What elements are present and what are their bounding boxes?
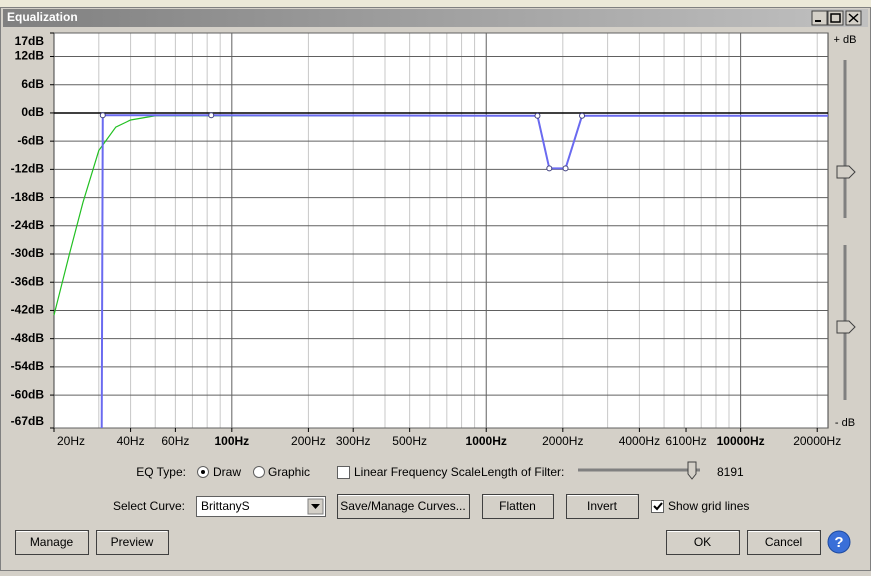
button[interactable] <box>666 530 740 555</box>
button-label: Save/Manage Curves... <box>340 499 465 513</box>
y-tick-label: -12dB <box>11 162 45 176</box>
y-tick-label: 12dB <box>15 49 45 63</box>
gain-min-slider[interactable] <box>836 320 856 334</box>
linear-scale-label: Linear Frequency Scale <box>354 465 481 479</box>
buttons: Save/Manage Curves... Flatten Invert Manage… <box>15 494 821 555</box>
button-label: Flatten <box>499 499 536 513</box>
y-tick-label: -18dB <box>11 190 45 204</box>
eq-type-label: EQ Type: <box>136 465 186 479</box>
button-label: OK <box>694 535 711 549</box>
curve-combo[interactable] <box>196 496 326 517</box>
y-tick-label: 0dB <box>21 105 44 119</box>
x-tick-label: 200Hz <box>291 434 326 448</box>
curves <box>53 112 828 429</box>
control-point[interactable] <box>208 112 215 119</box>
close-icon <box>848 13 859 23</box>
y-tick-label: 6dB <box>21 77 44 91</box>
x-tick-label: 6100Hz <box>665 434 706 448</box>
y-tick-label: -48dB <box>11 331 45 345</box>
help-label: ? <box>834 534 843 551</box>
control-point[interactable] <box>562 165 569 172</box>
y-tick-label: -24dB <box>11 218 45 232</box>
y-tick-label: -54dB <box>11 359 45 373</box>
check-mark <box>653 502 663 511</box>
gain-bottom-label: - dB <box>835 417 855 429</box>
control-point[interactable] <box>534 112 541 119</box>
y-tick-label: -30dB <box>11 246 45 260</box>
control-point[interactable] <box>579 112 586 119</box>
window-title: Equalization <box>7 10 78 24</box>
button-label: Manage <box>30 535 74 549</box>
control-point[interactable] <box>99 112 106 119</box>
x-tick-label: 60Hz <box>161 434 189 448</box>
y-tick-label: -36dB <box>11 274 45 288</box>
button[interactable] <box>566 494 639 519</box>
gain-top-label: + dB <box>834 34 857 46</box>
curve-name: BrittanyS <box>201 499 250 513</box>
help-button[interactable] <box>827 530 851 554</box>
grid <box>54 32 828 429</box>
y-tick-label: -60dB <box>11 387 45 401</box>
background-window <box>0 0 871 8</box>
y-tick-label: -67dB <box>11 414 45 428</box>
button[interactable] <box>337 494 470 519</box>
filter-length-label: Length of Filter: <box>481 465 564 479</box>
x-tick-label: 1000Hz <box>466 434 507 448</box>
title-buttons <box>811 10 862 26</box>
y-tick-label: 17dB <box>15 34 45 48</box>
x-tick-label: 100Hz <box>214 434 249 448</box>
eq-curve <box>100 114 828 429</box>
linear-scale-checkbox[interactable] <box>337 466 350 479</box>
x-tick-label: 300Hz <box>336 434 371 448</box>
y-tick-label: -42dB <box>11 303 45 317</box>
title-bar <box>3 9 868 27</box>
minimize-button[interactable] <box>811 10 828 26</box>
button-label: Preview <box>111 535 154 549</box>
x-tick-label: 500Hz <box>392 434 427 448</box>
select-curve-label: Select Curve: <box>113 499 185 513</box>
grid-lines-label: Show grid lines <box>668 499 749 513</box>
button[interactable] <box>482 494 554 519</box>
button-label: Cancel <box>765 535 802 549</box>
x-tick-label: 4000Hz <box>619 434 660 448</box>
grid-lines-checkbox[interactable] <box>651 500 664 513</box>
radio-dot <box>201 470 205 474</box>
x-tick-label: 40Hz <box>117 434 145 448</box>
x-tick-label: 2000Hz <box>542 434 583 448</box>
y-tick-label: -6dB <box>17 133 44 147</box>
plot-area[interactable] <box>53 32 829 429</box>
button[interactable] <box>15 530 89 555</box>
filter-length-value: 8191 <box>717 465 744 479</box>
button[interactable] <box>747 530 821 555</box>
maximize-icon <box>830 13 841 23</box>
gain-max-slider[interactable] <box>836 165 856 179</box>
button-label: Invert <box>587 499 618 513</box>
filter-length-slider[interactable] <box>687 461 697 480</box>
draw-option: Draw <box>213 465 241 479</box>
graphic-option: Graphic <box>268 465 310 479</box>
x-tick-label: 10000Hz <box>717 434 765 448</box>
control-point[interactable] <box>546 165 553 172</box>
x-tick-label: 20Hz <box>57 434 85 448</box>
x-tick-label: 20000Hz <box>793 434 841 448</box>
button[interactable] <box>96 530 169 555</box>
combo-arrow <box>311 504 320 509</box>
graphic-radio[interactable] <box>253 466 265 478</box>
